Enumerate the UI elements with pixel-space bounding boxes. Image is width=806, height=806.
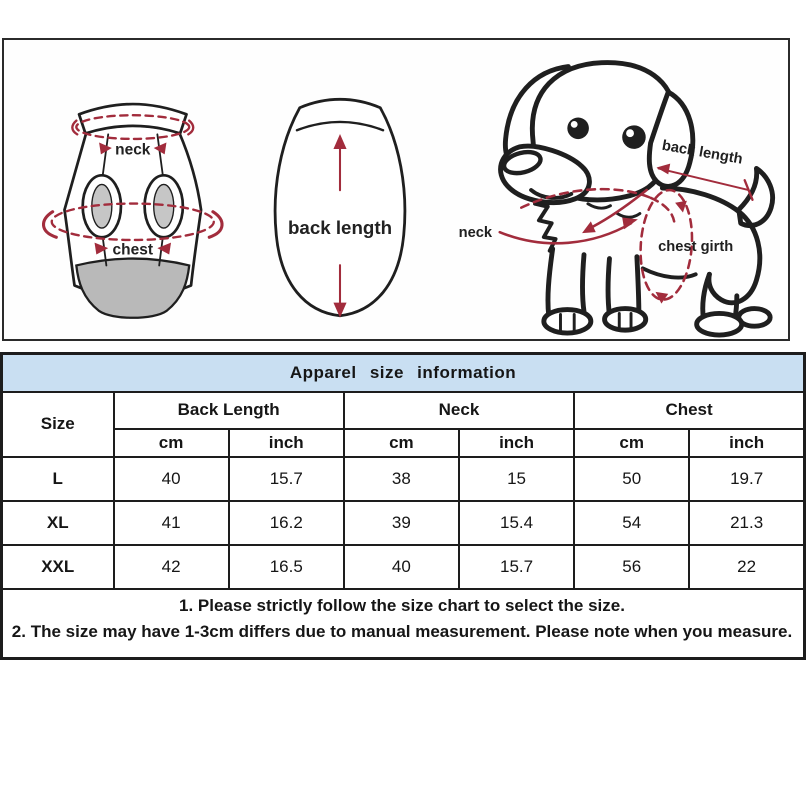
front-chest-measure-annotation: chest	[42, 202, 224, 259]
table-title: Apparel size information	[0, 352, 806, 393]
col-header-size: Size	[0, 390, 115, 458]
value-cell: 16.5	[227, 543, 345, 590]
value-cell: 50	[573, 455, 691, 502]
value-cell: 54	[573, 499, 691, 546]
unit-header-row: cm inch cm inch cm inch	[2, 427, 806, 458]
value-cell: 15.4	[457, 499, 576, 546]
value-cell: 19.7	[688, 455, 806, 502]
value-cell: 15	[457, 455, 576, 502]
garment-belly-panel	[75, 257, 191, 319]
value-cell: 16.2	[227, 499, 345, 546]
dog-right-eye	[622, 125, 646, 149]
garment-front-illustration: neck chest	[42, 102, 224, 319]
unit-chest-cm: cm	[573, 427, 691, 458]
size-cell: XL	[0, 499, 115, 546]
front-neck-label: neck	[115, 141, 151, 158]
table-row-XXL: XXL 42 16.5 40 15.7 56 22	[0, 543, 806, 590]
garment-back-illustration: back length	[273, 97, 407, 318]
dog-nose	[501, 149, 543, 176]
dog-neck-measure-annotation: neck	[459, 187, 676, 245]
table-row-XL: XL 41 16.2 39 15.4 54 21.3	[0, 499, 806, 546]
value-cell: 22	[688, 543, 806, 590]
value-cell: 15.7	[457, 543, 576, 590]
unit-back-cm: cm	[112, 427, 230, 458]
back-length-label: back length	[288, 217, 392, 238]
note-line-2: 2. The size may have 1-3cm differs due t…	[11, 621, 793, 641]
value-cell: 42	[112, 543, 230, 590]
dog-chest-girth-annotation: chest girth	[639, 188, 733, 304]
size-cell: L	[0, 455, 115, 502]
note-line-1: 1. Please strictly follow the size chart…	[179, 595, 625, 615]
unit-back-inch: inch	[227, 427, 345, 458]
value-cell: 15.7	[227, 455, 345, 502]
dog-right-ear	[646, 89, 696, 189]
front-chest-label: chest	[113, 242, 153, 259]
front-neck-measure-annotation: neck	[71, 114, 195, 158]
size-cell: XXL	[0, 543, 115, 590]
value-cell: 56	[573, 543, 691, 590]
table-row-L: L 40 15.7 38 15 50 19.7	[0, 455, 806, 502]
dog-chest-girth-label: chest girth	[658, 239, 733, 255]
notes-section: 1. Please strictly follow the size chart…	[0, 587, 806, 660]
col-header-chest: Chest	[573, 390, 806, 430]
value-cell: 21.3	[688, 499, 806, 546]
back-length-measure-annotation: back length	[288, 133, 392, 318]
unit-chest-inch: inch	[688, 427, 806, 458]
size-chart-table: Apparel size information Size Back Lengt…	[0, 352, 806, 661]
measurement-diagram-panel: neck chest back length	[2, 38, 790, 341]
value-cell: 41	[112, 499, 230, 546]
dog-neck-label: neck	[459, 225, 493, 241]
unit-neck-inch: inch	[457, 427, 576, 458]
value-cell: 40	[112, 455, 230, 502]
col-header-back-length: Back Length	[112, 390, 345, 430]
unit-neck-cm: cm	[342, 427, 460, 458]
value-cell: 38	[342, 455, 460, 502]
value-cell: 39	[342, 499, 460, 546]
dog-illustration: neck back length chest girth	[459, 60, 775, 338]
dog-left-eye	[567, 117, 589, 140]
value-cell: 40	[342, 543, 460, 590]
col-header-neck: Neck	[342, 390, 576, 430]
